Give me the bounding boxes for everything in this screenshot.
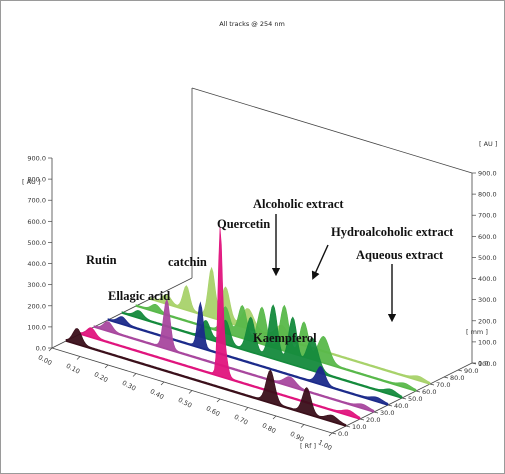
label-aqueous-extract: Aqueous extract [356, 248, 444, 262]
y-tick-label-right: 300.0 [478, 296, 497, 304]
y-tick-label-left: 400.0 [27, 260, 46, 268]
x-tick [300, 424, 305, 428]
y-tick-label-left: 0.0 [36, 345, 46, 353]
z-tick [415, 390, 421, 393]
label-kaempferol: Kaempferol [253, 331, 317, 345]
z-tick [401, 397, 407, 400]
z-tick-label: 10.0 [352, 423, 366, 431]
y-axis-unit-left: [ AU ] [22, 178, 40, 186]
x-tick-label: 0.30 [121, 379, 138, 393]
z-tick-label: 100.0 [478, 360, 497, 368]
y-tick-label-left: 100.0 [27, 323, 46, 331]
z-tick [443, 376, 449, 379]
z-axis-unit: [ mm ] [466, 328, 488, 336]
y-tick-label-right: 100.0 [478, 338, 497, 346]
y-tick-label-left: 300.0 [27, 281, 46, 289]
y-tick-label-right: 200.0 [478, 317, 497, 325]
baseline-10 [65, 340, 347, 427]
x-tick [244, 407, 249, 411]
z-tick-label: 90.0 [464, 367, 478, 375]
z-tick-label: 60.0 [422, 388, 436, 396]
x-tick-label: 0.20 [93, 370, 110, 384]
x-tick-label: 0.60 [205, 404, 222, 418]
chromatogram-traces [65, 227, 431, 427]
x-tick-label: 1.00 [317, 438, 334, 452]
trace-40 [107, 301, 389, 406]
arrow-hydroalcoholic [311, 244, 329, 280]
x-tick-label: 0.10 [65, 362, 82, 376]
label-rutin: Rutin [86, 253, 117, 267]
y-tick-label-right: 0.0 [478, 360, 488, 368]
z-tick-label: 20.0 [366, 416, 380, 424]
baseline-40 [107, 319, 389, 406]
x-tick-label: 0.00 [37, 353, 54, 367]
x-tick [76, 356, 81, 360]
x-tick-label: 0.50 [177, 396, 194, 410]
z-tick [387, 404, 393, 407]
y-tick-label-left: 500.0 [27, 239, 46, 247]
trace-30 [93, 298, 375, 413]
trace-20 [79, 227, 361, 420]
chart-title: All tracks @ 254 nm [219, 20, 285, 28]
baseline-20 [79, 333, 361, 420]
label-quercetin: Quercetin [217, 217, 270, 231]
x-tick [160, 381, 165, 386]
y-tick-label-right: 500.0 [478, 254, 497, 262]
label-alcoholic-extract: Alcoholic extract [253, 197, 344, 211]
z-tick [359, 418, 365, 421]
x-tick [188, 390, 193, 394]
back-top-edge [191, 87, 473, 174]
z-tick-label: 40.0 [394, 402, 408, 410]
label-ellagic-acid: Ellagic acid [108, 289, 170, 303]
label-catchin: catchin [168, 255, 207, 269]
z-tick [471, 362, 477, 365]
y-tick-label-left: 800.0 [27, 176, 46, 184]
z-tick-label: 0.0 [338, 430, 348, 438]
x-tick [216, 398, 221, 403]
x-tick-label: 0.70 [233, 413, 250, 427]
y-tick-label-right: 400.0 [478, 275, 497, 283]
z-tick [429, 383, 435, 386]
trace-10 [65, 328, 347, 427]
x-axis-unit: [ Rf ] [300, 442, 316, 450]
z-tick [373, 411, 379, 414]
y-tick-label-left: 900.0 [27, 155, 46, 163]
y-tick-label-left: 700.0 [27, 197, 46, 205]
x-tick-label: 0.80 [261, 421, 278, 435]
z-tick-label: 30.0 [380, 409, 394, 417]
z-tick-label: 50.0 [408, 395, 422, 403]
y-tick-label-right: 600.0 [478, 233, 497, 241]
z-tick [457, 369, 463, 372]
z-tick [331, 432, 337, 435]
y-tick-label-right: 900.0 [478, 170, 497, 178]
annotation-arrows [271, 214, 397, 323]
z-tick [345, 425, 351, 428]
x-tick-label: 0.40 [149, 387, 166, 401]
z-tick-label: 80.0 [450, 374, 464, 382]
x-tick [328, 432, 333, 437]
y-axis-unit-right: [ AU ] [479, 140, 497, 148]
x-tick [272, 415, 277, 420]
y-tick-label-left: 200.0 [27, 302, 46, 310]
y-tick-label-right: 700.0 [478, 212, 497, 220]
x-tick [48, 347, 53, 352]
z-tick-label: 70.0 [436, 381, 450, 389]
y-tick-label-left: 600.0 [27, 218, 46, 226]
y-tick-label-right: 800.0 [478, 191, 497, 199]
baseline-30 [93, 326, 375, 413]
label-hydroalcoholic-extract: Hydroalcoholic extract [331, 225, 454, 239]
x-tick [104, 364, 109, 369]
x-tick [132, 373, 137, 377]
